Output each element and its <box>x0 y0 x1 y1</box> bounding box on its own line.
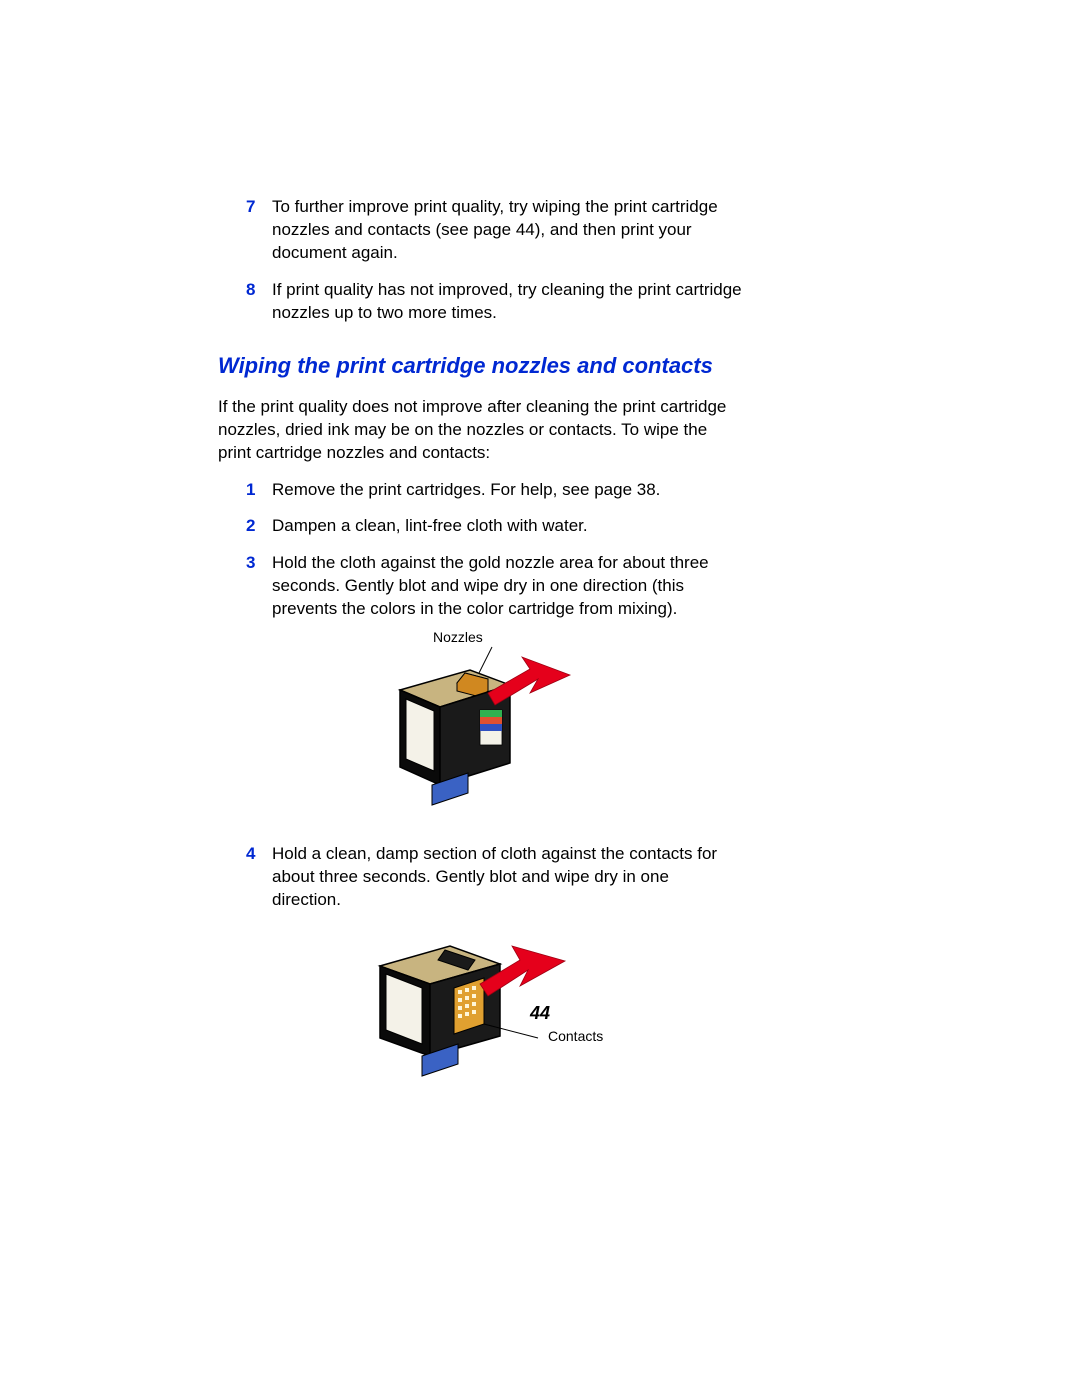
step-text: Hold the cloth against the gold nozzle a… <box>272 552 742 621</box>
callout-label-nozzles: Nozzles <box>433 629 483 645</box>
step-7: 7 To further improve print quality, try … <box>246 196 742 265</box>
step-number: 8 <box>246 279 272 325</box>
callout-label-contacts: Contacts <box>548 1028 603 1044</box>
continuation-steps: 7 To further improve print quality, try … <box>218 196 742 325</box>
step-3: 3 Hold the cloth against the gold nozzle… <box>246 552 742 621</box>
step-2: 2 Dampen a clean, lint-free cloth with w… <box>246 515 742 538</box>
step-number: 4 <box>246 843 272 912</box>
step-1: 1 Remove the print cartridges. For help,… <box>246 479 742 502</box>
intro-paragraph: If the print quality does not improve af… <box>218 396 742 465</box>
steps-list-a: 1 Remove the print cartridges. For help,… <box>218 479 742 622</box>
cartridge-nozzles-illustration <box>370 635 590 825</box>
step-text: Dampen a clean, lint-free cloth with wat… <box>272 515 588 538</box>
step-4: 4 Hold a clean, damp section of cloth ag… <box>246 843 742 912</box>
section-heading: Wiping the print cartridge nozzles and c… <box>218 353 742 379</box>
step-number: 3 <box>246 552 272 621</box>
step-number: 2 <box>246 515 272 538</box>
page-number: 44 <box>0 1003 1080 1024</box>
step-text: Hold a clean, damp section of cloth agai… <box>272 843 742 912</box>
step-text: Remove the print cartridges. For help, s… <box>272 479 660 502</box>
step-text: To further improve print quality, try wi… <box>272 196 742 265</box>
step-number: 1 <box>246 479 272 502</box>
steps-list-b: 4 Hold a clean, damp section of cloth ag… <box>218 843 742 912</box>
step-8: 8 If print quality has not improved, try… <box>246 279 742 325</box>
step-number: 7 <box>246 196 272 265</box>
figure-nozzles: Nozzles <box>218 635 742 825</box>
document-page: 7 To further improve print quality, try … <box>218 196 742 1114</box>
step-text: If print quality has not improved, try c… <box>272 279 742 325</box>
